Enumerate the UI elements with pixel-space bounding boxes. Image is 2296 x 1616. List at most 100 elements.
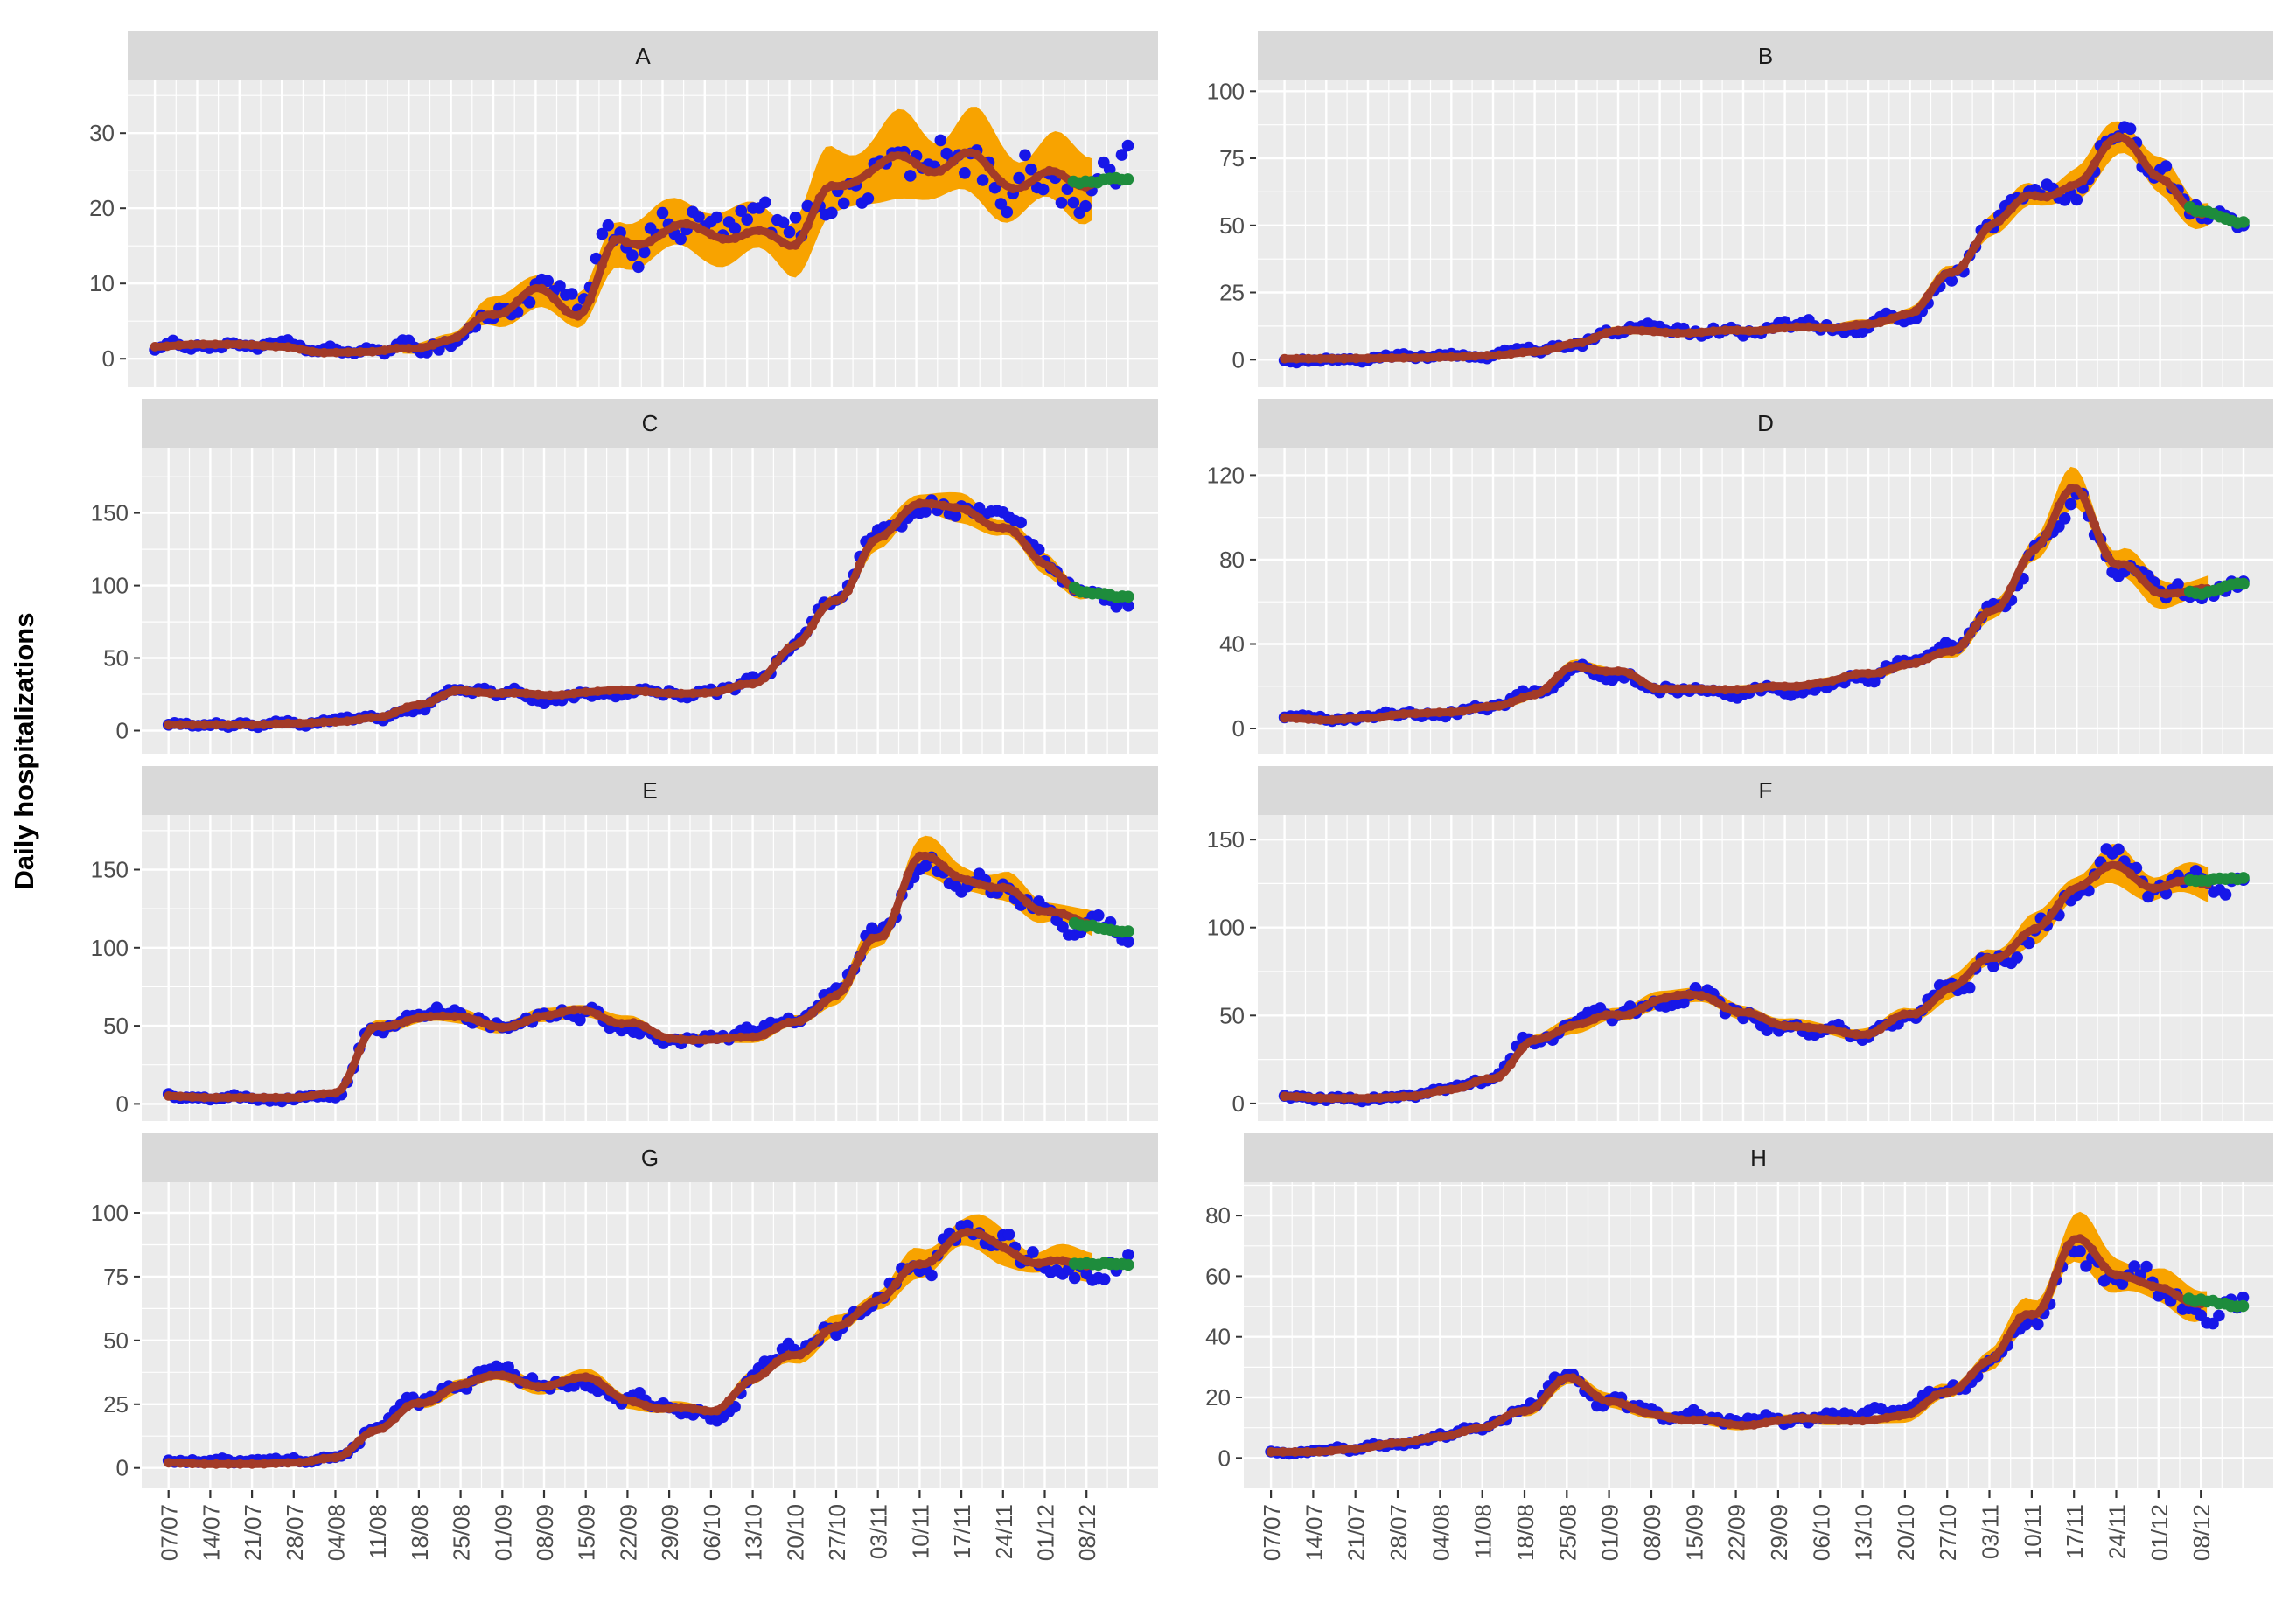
y-tick-label: 100 bbox=[91, 573, 129, 599]
x-tick-label: 03/11 bbox=[866, 1504, 892, 1559]
y-tick-label: 80 bbox=[1219, 547, 1245, 573]
panel-bg bbox=[1258, 448, 2273, 754]
x-tick-label: 10/11 bbox=[2020, 1504, 2046, 1559]
forecast-points bbox=[2183, 577, 2250, 601]
y-tick-label: 50 bbox=[103, 645, 129, 672]
x-tick-label: 29/09 bbox=[1766, 1504, 1792, 1561]
panel-D: D 0 40 80 120 bbox=[1190, 399, 2273, 754]
facet-label: G bbox=[640, 1144, 659, 1171]
x-tick-label: 21/07 bbox=[240, 1504, 266, 1561]
x-tick-label: 13/10 bbox=[741, 1504, 767, 1561]
x-tick-label: 22/09 bbox=[615, 1504, 641, 1561]
x-tick-label: 15/09 bbox=[574, 1504, 600, 1561]
y-tick-label: 0 bbox=[1232, 346, 1245, 373]
y-tick-label: 120 bbox=[1207, 462, 1245, 488]
facet-label: A bbox=[635, 42, 651, 69]
y-tick-label: 100 bbox=[1207, 80, 1245, 104]
x-tick-label: 28/07 bbox=[1385, 1504, 1412, 1561]
x-tick-label: 06/10 bbox=[1808, 1504, 1834, 1561]
fitted-line-points bbox=[1280, 132, 2207, 364]
panel-E: E 0 50 100 150 bbox=[73, 766, 1158, 1121]
minor-gridlines bbox=[1244, 1182, 2273, 1488]
forecast-points bbox=[1068, 581, 1134, 603]
y-tick-label: 20 bbox=[1205, 1384, 1231, 1411]
x-tick-label: 07/07 bbox=[1259, 1504, 1285, 1561]
y-tick-label: 75 bbox=[103, 1264, 129, 1290]
facet-label: E bbox=[642, 777, 658, 804]
y-tick-label: 150 bbox=[1207, 826, 1245, 853]
y-tick-label: 40 bbox=[1205, 1324, 1231, 1350]
facet-strip-E: E bbox=[142, 766, 1158, 815]
x-tick-label: 08/09 bbox=[532, 1504, 558, 1561]
x-tick-label: 13/10 bbox=[1851, 1504, 1877, 1561]
y-tick-label: 50 bbox=[1219, 1002, 1245, 1028]
x-tick-label: 18/08 bbox=[407, 1504, 433, 1561]
x-tick-label: 04/08 bbox=[324, 1504, 350, 1561]
y-tick-label: 0 bbox=[116, 1090, 129, 1117]
panel-plot-F: 0 50 100 150 bbox=[1207, 815, 2273, 1121]
facet-strip-B: B bbox=[1258, 31, 2273, 80]
panel-F: F 0 50 100 150 bbox=[1190, 766, 2273, 1121]
y-tick-label: 100 bbox=[91, 935, 129, 961]
forecast-points bbox=[1068, 1257, 1134, 1271]
facet-label: H bbox=[1750, 1144, 1767, 1171]
x-tick-label: 24/11 bbox=[2104, 1504, 2131, 1559]
panel-plot-A: 0 10 20 30 bbox=[89, 80, 1158, 387]
major-gridlines bbox=[1244, 1182, 2273, 1488]
x-tick-label: 25/08 bbox=[449, 1504, 475, 1561]
panel-C: C 0 50 100 150 bbox=[73, 399, 1158, 754]
y-tick-label: 40 bbox=[1219, 631, 1245, 658]
y-tick-label: 50 bbox=[103, 1327, 129, 1354]
x-tick-label: 01/09 bbox=[490, 1504, 516, 1561]
forecast-points bbox=[2183, 201, 2250, 229]
x-tick-label: 28/07 bbox=[282, 1504, 308, 1561]
facet-strip-H: H bbox=[1244, 1133, 2273, 1182]
x-tick-label: 21/07 bbox=[1343, 1504, 1370, 1561]
panel-plot-D: 0 40 80 120 bbox=[1207, 448, 2273, 754]
facet-strip-F: F bbox=[1258, 766, 2273, 815]
facet-strip-D: D bbox=[1258, 399, 2273, 448]
x-tick-label: 08/09 bbox=[1639, 1504, 1665, 1561]
y-tick-label: 0 bbox=[1232, 1090, 1245, 1117]
panel-B: B 0 25 50 75 100 bbox=[1190, 31, 2273, 387]
x-tick-label: 20/10 bbox=[782, 1504, 808, 1561]
facet-label: B bbox=[1757, 42, 1774, 69]
y-tick-label: 25 bbox=[103, 1391, 129, 1417]
y-tick-label: 25 bbox=[1219, 280, 1245, 306]
y-tick-label: 80 bbox=[1205, 1202, 1231, 1229]
fitted-line-points bbox=[1280, 860, 2207, 1104]
panel-plot-B: 0 25 50 75 100 bbox=[1207, 80, 2273, 387]
x-tick-label: 01/12 bbox=[2146, 1504, 2173, 1561]
minor-gridlines bbox=[1258, 80, 2273, 387]
panel-H: H 0 20 40 60 80 07/07 14/07 21/07 28/07 04/08 11/08… bbox=[1190, 1133, 2273, 1590]
y-tick-label: 75 bbox=[1219, 145, 1245, 171]
x-tick-label: 07/07 bbox=[157, 1504, 183, 1561]
minor-gridlines bbox=[142, 815, 1158, 1121]
forecast-points bbox=[2183, 872, 2250, 888]
panel-bg bbox=[142, 815, 1158, 1121]
fitted-line-points bbox=[1280, 484, 2207, 725]
facet-strip-C: C bbox=[142, 399, 1158, 448]
x-tick-label: 18/08 bbox=[1512, 1504, 1539, 1561]
x-tick-label: 15/09 bbox=[1681, 1504, 1707, 1561]
panel-A: A 0 10 20 30 bbox=[73, 31, 1158, 387]
x-tick-label: 01/09 bbox=[1597, 1504, 1623, 1561]
facet-strip-A: A bbox=[128, 31, 1158, 80]
panel-plot-C: 0 50 100 150 bbox=[91, 448, 1158, 754]
major-gridlines bbox=[1258, 80, 2273, 387]
x-tick-label: 04/08 bbox=[1427, 1504, 1454, 1561]
x-tick-label: 22/09 bbox=[1724, 1504, 1750, 1561]
forecast-points bbox=[1068, 916, 1134, 938]
y-tick-label: 60 bbox=[1205, 1263, 1231, 1289]
facet-label: F bbox=[1758, 777, 1773, 804]
panel-plot-G: 0 25 50 75 100 07/07 14/07 21/07 28/07 04/08 11/08… bbox=[91, 1182, 1158, 1561]
y-tick-label: 0 bbox=[1218, 1445, 1231, 1471]
x-tick-label: 29/09 bbox=[657, 1504, 683, 1561]
y-tick-label: 0 bbox=[116, 1455, 129, 1481]
panels-grid: A 0 10 20 30 B 0 25 50 75 100 C 0 50 100 150 D 0 40 80 120 E 0… bbox=[73, 0, 2273, 1590]
x-tick-label: 14/07 bbox=[1301, 1504, 1327, 1561]
y-tick-label: 100 bbox=[91, 1200, 129, 1226]
x-tick-label: 25/08 bbox=[1554, 1504, 1581, 1561]
y-tick-label: 100 bbox=[1207, 915, 1245, 941]
y-axis-title: Daily hospitalizations bbox=[9, 613, 40, 890]
